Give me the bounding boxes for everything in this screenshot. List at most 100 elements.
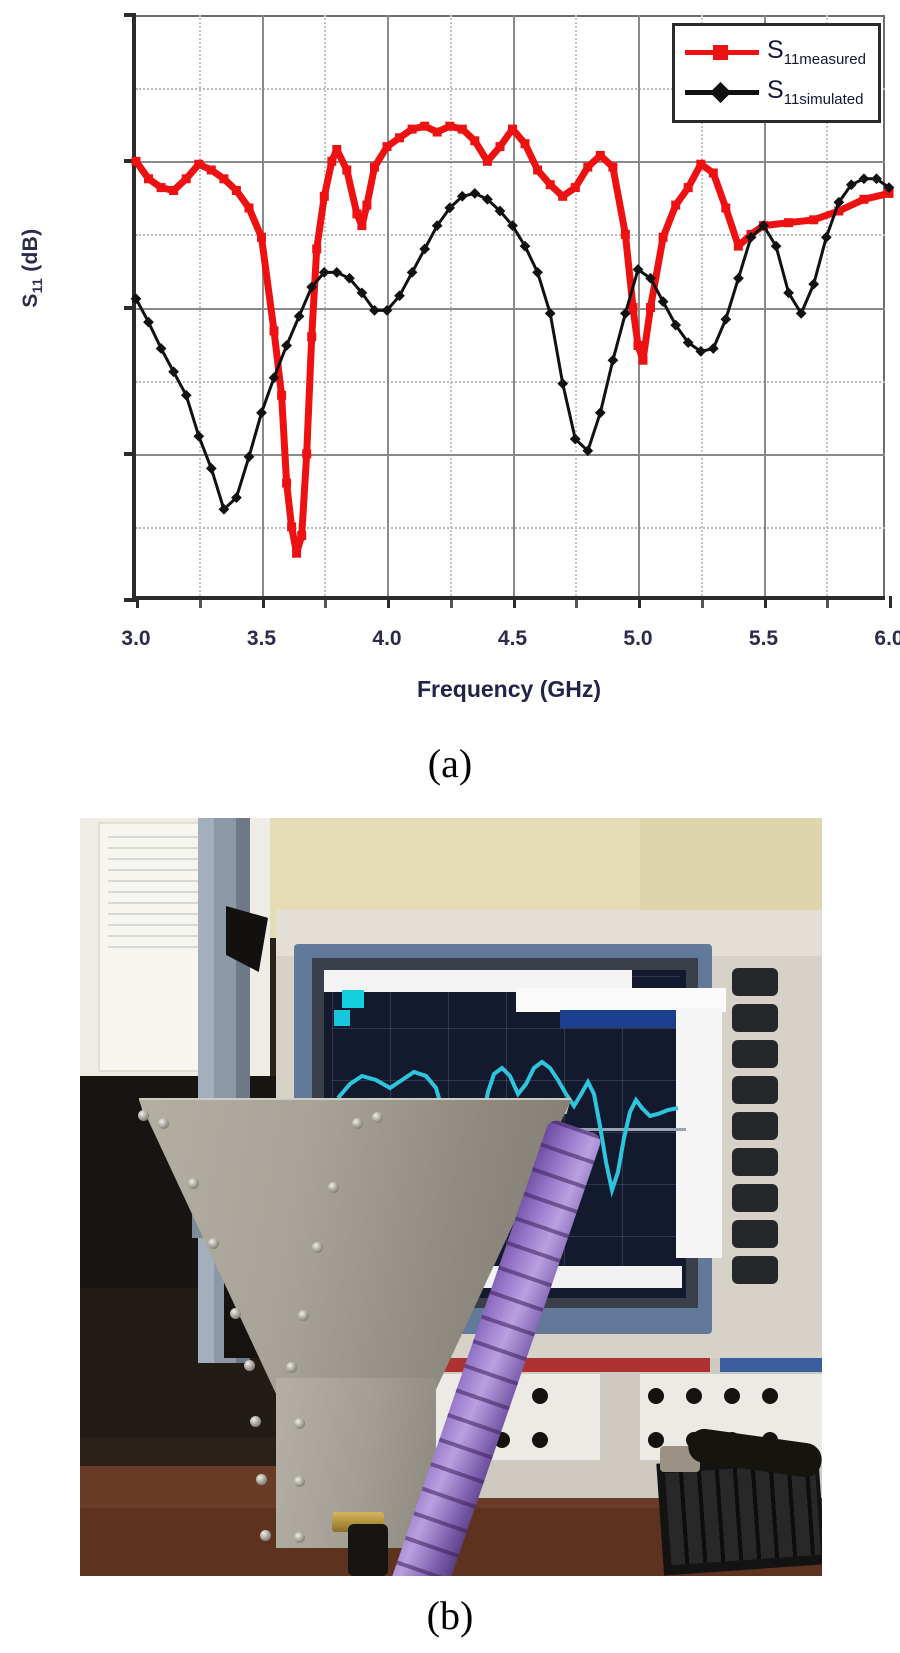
gridline-minor-vertical	[324, 15, 327, 596]
photo-horn-screw	[188, 1178, 199, 1189]
y-axis-title-sub: 11	[29, 277, 46, 294]
photo-vna-screen-marker-a	[342, 990, 364, 1008]
x-tick-minor	[449, 600, 453, 608]
photo-horn-screw	[230, 1308, 241, 1319]
legend-item-simulated[interactable]: S11simulated	[685, 72, 866, 112]
data-curves	[130, 121, 895, 558]
photo-vna-screen-trace-label	[560, 1010, 690, 1028]
photo-vna-keypad-button[interactable]	[762, 1388, 778, 1404]
gridline-minor-vertical	[826, 15, 829, 596]
photo-vna-screen-trace	[336, 1059, 679, 1251]
photo-horn-screw	[158, 1118, 169, 1129]
y-tick-mark	[124, 305, 136, 310]
photo-horn-screw	[352, 1118, 363, 1129]
x-tick-mark	[638, 596, 641, 608]
x-tick-label: 6.0	[874, 627, 900, 650]
gridline-minor-horizontal	[136, 380, 885, 383]
legend-label-measured: S11measured	[767, 36, 866, 68]
photo-horn-screw	[286, 1362, 297, 1373]
photo-horn-screw	[294, 1476, 305, 1487]
x-tick-mark	[136, 596, 139, 608]
gridline-major-horizontal	[136, 453, 885, 456]
legend-label-simulated: S11simulated	[767, 76, 864, 108]
photo-vna-keypad-button[interactable]	[648, 1432, 664, 1448]
legend-item-measured[interactable]: S11measured	[685, 32, 866, 72]
gridline-minor-vertical	[575, 15, 578, 596]
x-tick-label: 3.0	[121, 627, 151, 650]
gridline-minor-vertical	[198, 15, 201, 596]
plot-frame-top	[136, 15, 885, 17]
y-tick-mark	[124, 451, 136, 456]
x-tick-mark	[763, 596, 767, 608]
legend-key-simulated	[685, 81, 760, 104]
y-axis-title: S11 (dB)	[19, 188, 45, 348]
x-axis-title: Frequency (GHz)	[416, 676, 602, 702]
photo-horn-screw	[208, 1238, 219, 1249]
photo-vna-softkey[interactable]	[732, 1040, 778, 1068]
x-tick-mark	[387, 596, 390, 608]
x-tick-label: 5.0	[623, 627, 653, 650]
caption-b: (b)	[426, 1593, 474, 1638]
photo-horn-screw	[260, 1530, 271, 1541]
y-tick-mark	[124, 598, 136, 602]
photo-horn-screw	[328, 1182, 339, 1193]
x-tick-minor	[324, 600, 328, 608]
photo-vna-softkey-column	[732, 968, 786, 1298]
photo-horn-screw	[294, 1532, 305, 1543]
plot-frame-right	[883, 15, 885, 596]
photo-horn-screw	[294, 1418, 305, 1429]
gridline-major-vertical	[512, 15, 515, 596]
photo-vna-panel-blue-stripe	[720, 1358, 822, 1372]
x-tick-label: 5.5	[748, 627, 779, 650]
gridline-minor-horizontal	[136, 88, 885, 91]
x-tick-minor	[575, 600, 579, 608]
photo-vna-screen-toolbar	[324, 970, 632, 992]
photo-horn-screw	[138, 1110, 149, 1121]
gridline-major-vertical	[763, 15, 766, 596]
photo-horn-screw	[312, 1242, 323, 1253]
photo-horn-screw	[256, 1474, 267, 1485]
photo-vna-keypad-button[interactable]	[724, 1388, 740, 1404]
photo-vna-softkey[interactable]	[732, 968, 778, 996]
x-tick-minor	[198, 600, 202, 608]
gridline-major-horizontal	[136, 307, 885, 310]
photo-vna-keypad-button[interactable]	[648, 1388, 664, 1404]
figure-b-photo: 1	[80, 818, 822, 1576]
gridline-minor-horizontal	[136, 526, 885, 529]
photo-horn-screw	[250, 1416, 261, 1427]
x-tick-label: 4.5	[497, 627, 528, 650]
x-tick-mark	[512, 596, 516, 608]
x-tick-minor	[826, 600, 830, 608]
photo-vna-softkey[interactable]	[732, 1220, 778, 1248]
photo-vna-softkey[interactable]	[732, 1256, 778, 1284]
photo-vna-softkey[interactable]	[732, 1112, 778, 1140]
photo-horn-screw	[298, 1310, 309, 1321]
photo-vna-softkey[interactable]	[732, 1004, 778, 1032]
x-tick-minor	[700, 600, 704, 608]
photo-vna-screen-side-panel	[676, 1008, 722, 1258]
gridline-major-vertical	[387, 15, 389, 596]
y-axis-title-base: S	[18, 293, 42, 308]
photo-vna-keypad-button[interactable]	[686, 1388, 702, 1404]
photo-vna-keypad-button[interactable]	[532, 1432, 548, 1448]
series-line-S11measured	[132, 122, 893, 557]
photo-vna-screen-marker-b	[334, 1010, 350, 1026]
photo-vna-softkey[interactable]	[732, 1076, 778, 1104]
gridline-major-vertical	[261, 15, 264, 596]
photo-vna-softkey[interactable]	[732, 1148, 778, 1176]
chart-legend: S11measured S11simulated	[672, 23, 881, 123]
y-tick-mark	[124, 13, 136, 17]
gridline-major-horizontal	[136, 161, 885, 164]
legend-key-measured	[685, 41, 760, 63]
series-markers-S11measured	[131, 121, 894, 558]
photo-vna-keypad-button[interactable]	[532, 1388, 548, 1404]
s11-chart: S11 (dB) Frequency (GHz) 0-5-10-15-203.0…	[0, 0, 900, 702]
x-tick-mark	[261, 596, 265, 608]
photo-horn-screw	[372, 1112, 383, 1123]
photo-vna-softkey[interactable]	[732, 1184, 778, 1212]
x-tick-mark	[889, 596, 892, 608]
caption-a: (a)	[427, 741, 473, 786]
gridline-minor-vertical	[700, 15, 703, 596]
photo-horn-screw	[244, 1360, 255, 1371]
gridline-major-vertical	[638, 15, 640, 596]
